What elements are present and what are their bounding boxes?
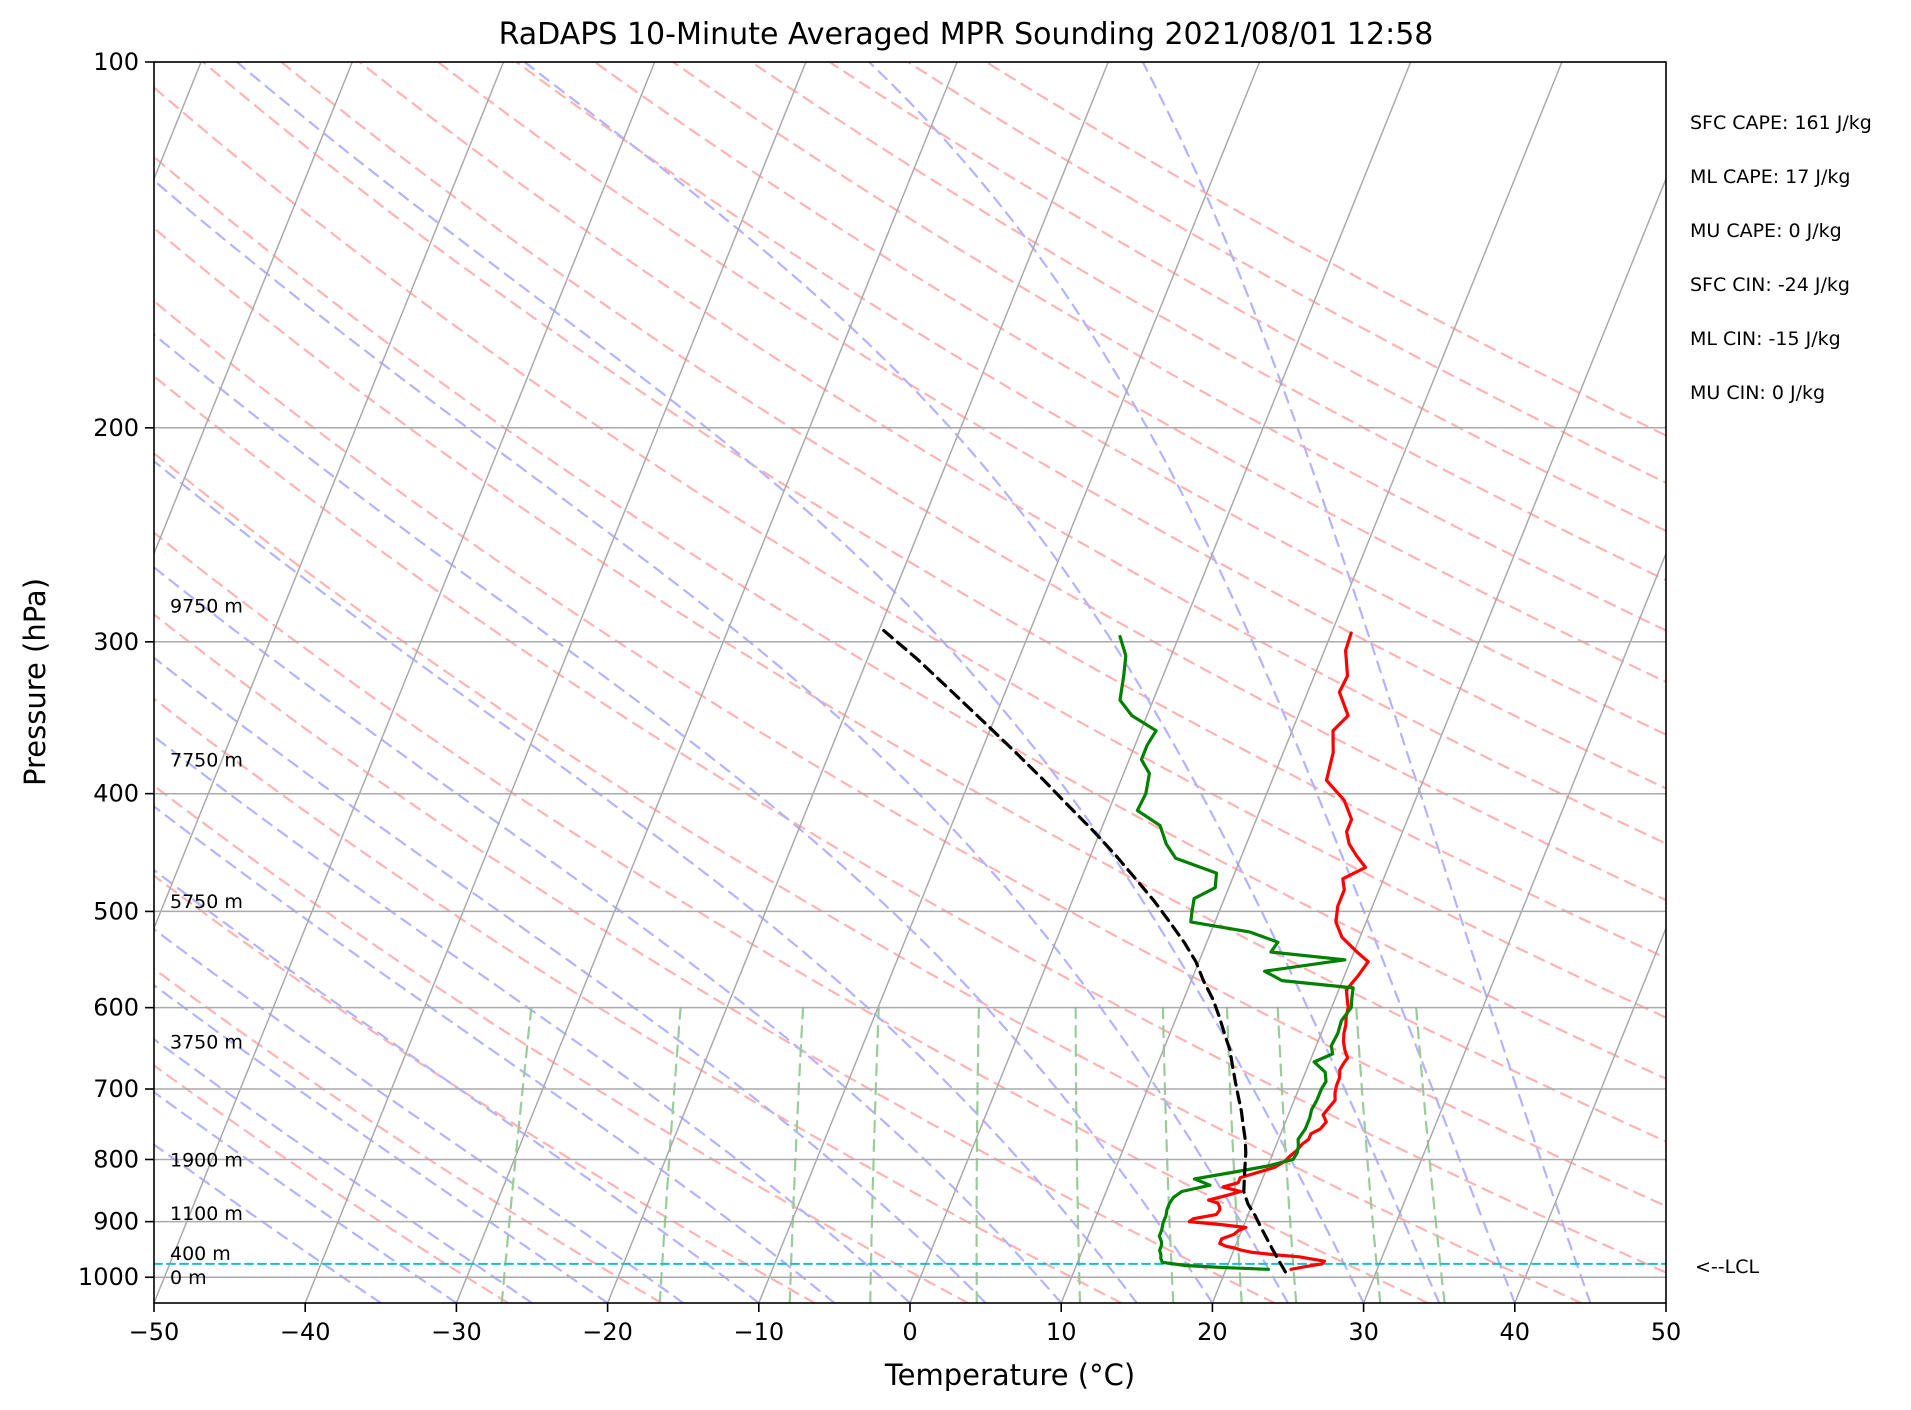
y-axis-label: Pressure (hPa) xyxy=(18,578,52,786)
x-tick-label: 0 xyxy=(902,1318,917,1346)
x-tick-label: 20 xyxy=(1197,1318,1228,1346)
y-tick-label: 400 xyxy=(93,780,139,808)
stat-mu-cin: MU CIN: 0 J/kg xyxy=(1690,382,1825,404)
x-tick-label: −20 xyxy=(582,1318,633,1346)
x-axis-label: Temperature (°C) xyxy=(884,1358,1135,1392)
y-tick-label: 700 xyxy=(93,1075,139,1103)
height-label: 1100 m xyxy=(170,1203,243,1225)
height-label: 400 m xyxy=(170,1243,231,1265)
height-label: 1900 m xyxy=(170,1150,243,1172)
lcl-label: <--LCL xyxy=(1695,1256,1759,1278)
height-label: 0 m xyxy=(170,1267,207,1289)
height-label: 3750 m xyxy=(170,1032,243,1054)
x-tick-label: −40 xyxy=(280,1318,331,1346)
y-tick-label: 500 xyxy=(93,897,139,925)
x-tick-label: 10 xyxy=(1046,1318,1077,1346)
y-tick-label: 100 xyxy=(93,48,139,76)
x-tick-label: 40 xyxy=(1500,1318,1531,1346)
height-label: 5750 m xyxy=(170,891,243,913)
stat-ml-cin: ML CIN: -15 J/kg xyxy=(1690,328,1841,350)
y-tick-label: 300 xyxy=(93,628,139,656)
stat-ml-cape: ML CAPE: 17 J/kg xyxy=(1690,166,1850,188)
stat-sfc-cin: SFC CIN: -24 J/kg xyxy=(1690,274,1850,296)
y-tick-label: 200 xyxy=(93,414,139,442)
x-tick-label: −10 xyxy=(733,1318,784,1346)
chart-title: RaDAPS 10-Minute Averaged MPR Sounding 2… xyxy=(499,17,1434,52)
stat-sfc-cape: SFC CAPE: 161 J/kg xyxy=(1690,112,1872,134)
y-tick-label: 1000 xyxy=(78,1263,139,1291)
y-tick-label: 900 xyxy=(93,1208,139,1236)
height-label: 7750 m xyxy=(170,750,243,772)
stat-mu-cape: MU CAPE: 0 J/kg xyxy=(1690,220,1842,242)
height-label: 9750 m xyxy=(170,595,243,617)
x-tick-label: 50 xyxy=(1651,1318,1682,1346)
y-tick-label: 600 xyxy=(93,994,139,1022)
x-tick-label: −30 xyxy=(431,1318,482,1346)
y-tick-label: 800 xyxy=(93,1145,139,1173)
x-tick-label: 30 xyxy=(1348,1318,1379,1346)
x-tick-label: −50 xyxy=(129,1318,180,1346)
